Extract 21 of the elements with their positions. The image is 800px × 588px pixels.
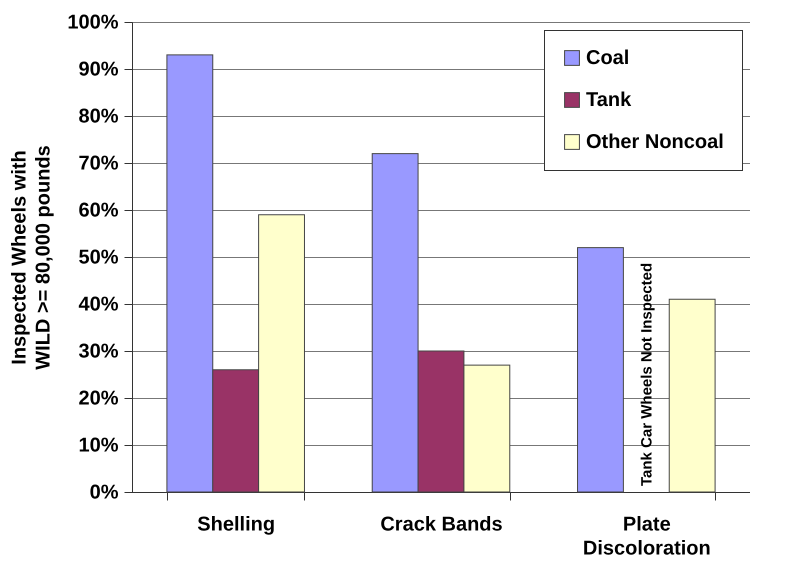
y-tick-label: 50% xyxy=(78,246,119,268)
x-tick-label: Crack Bands xyxy=(380,514,503,536)
y-tick-label: 40% xyxy=(78,294,119,316)
y-tick-label: 10% xyxy=(78,434,119,456)
x-tick-label: Shelling xyxy=(197,514,276,536)
y-tick-label: 100% xyxy=(67,12,119,34)
legend-label: Other Noncoal xyxy=(586,131,724,153)
bar xyxy=(668,298,716,492)
y-tick-label: 70% xyxy=(78,152,119,174)
y-tick-label: 90% xyxy=(78,58,119,80)
x-tick-label: Plate Discoloration xyxy=(582,514,711,560)
bar xyxy=(577,247,624,492)
legend-label: Coal xyxy=(586,47,630,69)
y-tick-label: 20% xyxy=(78,388,119,410)
y-tick-label: 30% xyxy=(78,340,119,362)
legend-label: Tank xyxy=(586,89,632,111)
annotation: Tank Car Wheels Not Inspected xyxy=(638,262,656,486)
y-tick-label: 0% xyxy=(90,482,119,504)
y-tick-label: 80% xyxy=(78,106,119,128)
y-tick-label: 60% xyxy=(78,200,119,222)
y-axis-title: Inspected Wheels with WILD >= 80,000 pounds xyxy=(8,145,54,370)
